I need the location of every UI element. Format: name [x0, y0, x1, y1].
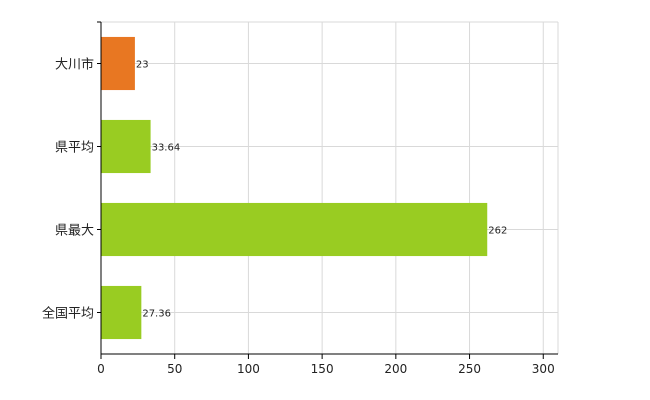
- bar-2: [101, 119, 151, 174]
- category-label-2: 県平均: [55, 141, 94, 156]
- x-tick-label-0: 0: [97, 362, 105, 376]
- bar-3: [101, 202, 488, 257]
- data-label-4: 27.36: [142, 309, 171, 320]
- category-label-4: 全国平均: [42, 306, 94, 322]
- data-label-2: 33.64: [152, 143, 181, 154]
- x-tick-label-100: 100: [237, 362, 260, 376]
- grid-lines: [101, 21, 559, 354]
- category-label-1: 大川市: [55, 57, 94, 73]
- x-tick-label-150: 150: [311, 362, 334, 376]
- data-label-3: 262: [488, 226, 507, 237]
- bars: [101, 36, 488, 340]
- data-labels: 23 33.64 262 27.36: [136, 60, 507, 320]
- data-label-1: 23: [136, 60, 149, 71]
- x-tick-label-50: 50: [167, 362, 182, 376]
- x-tick-label-300: 300: [532, 362, 555, 376]
- bar-1: [101, 36, 135, 91]
- x-tick-label-200: 200: [384, 362, 407, 376]
- x-tick-label-250: 250: [458, 362, 481, 376]
- bar-4: [101, 285, 142, 340]
- category-label-3: 県最大: [55, 224, 94, 239]
